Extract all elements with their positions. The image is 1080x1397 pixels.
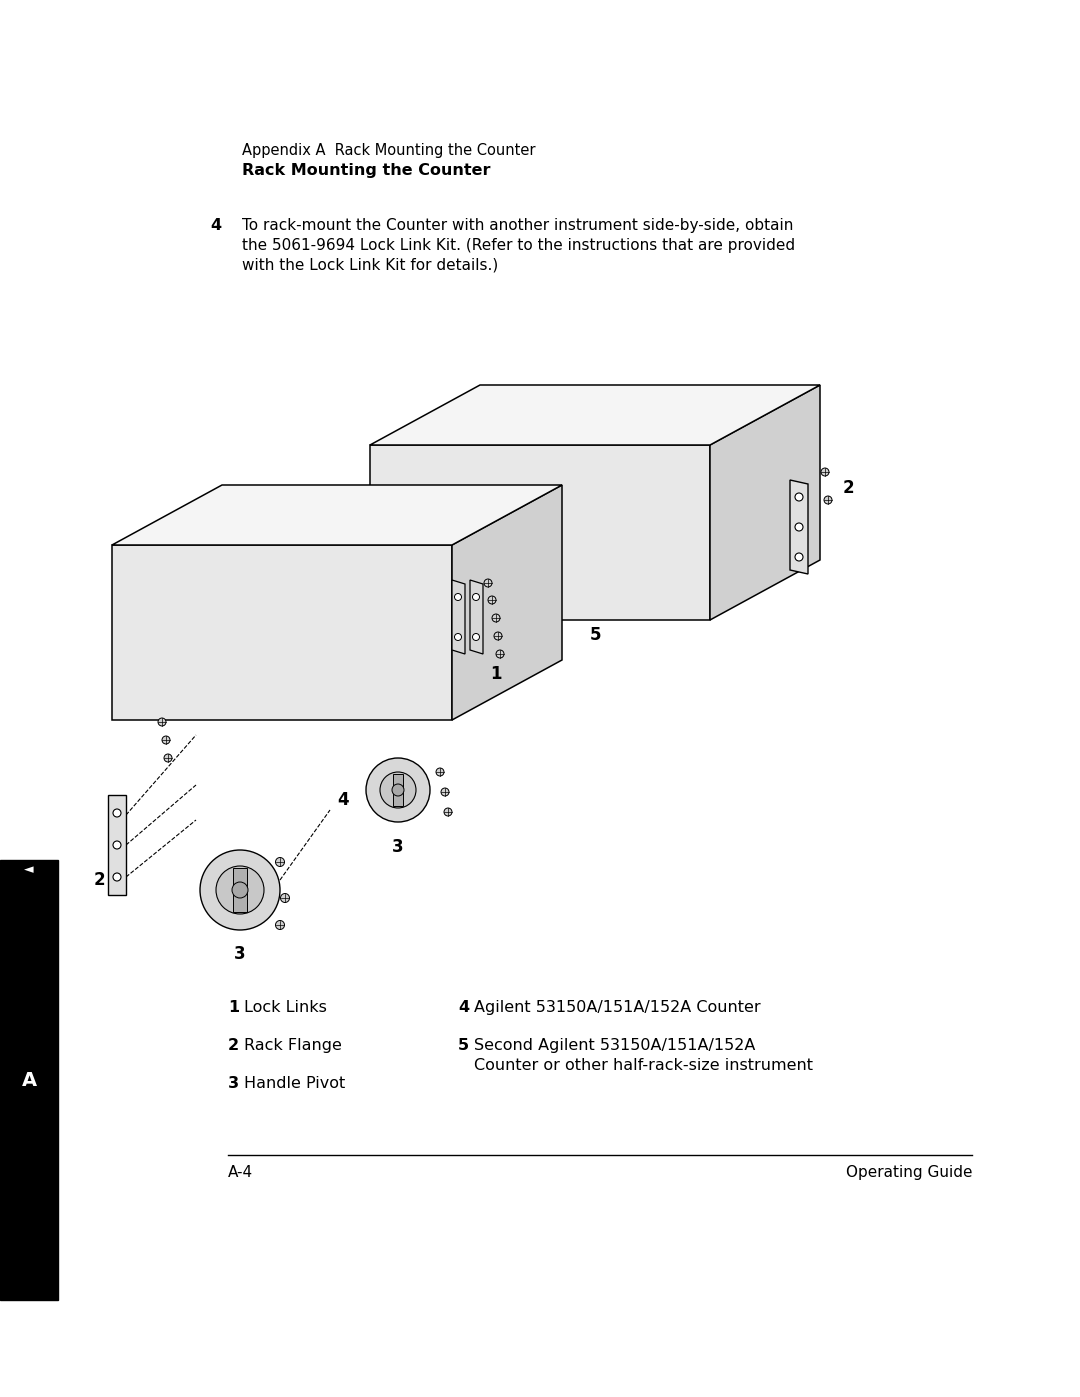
Circle shape	[436, 768, 444, 775]
Text: 2: 2	[228, 1038, 239, 1053]
Circle shape	[113, 809, 121, 817]
Circle shape	[473, 594, 480, 601]
Circle shape	[113, 841, 121, 849]
Circle shape	[795, 493, 804, 502]
Circle shape	[392, 784, 404, 796]
Circle shape	[455, 633, 461, 640]
Text: 1: 1	[228, 1000, 239, 1016]
Text: Counter or other half-rack-size instrument: Counter or other half-rack-size instrume…	[474, 1058, 813, 1073]
Text: Operating Guide: Operating Guide	[846, 1165, 972, 1180]
Polygon shape	[370, 446, 710, 620]
Text: Rack Mounting the Counter: Rack Mounting the Counter	[242, 163, 490, 177]
Circle shape	[473, 633, 480, 640]
Text: To rack-mount the Counter with another instrument side-by-side, obtain: To rack-mount the Counter with another i…	[242, 218, 794, 233]
Text: Rack Flange: Rack Flange	[244, 1038, 342, 1053]
Text: 3: 3	[392, 838, 404, 856]
Text: 3: 3	[234, 944, 246, 963]
Circle shape	[380, 773, 416, 807]
Circle shape	[164, 754, 172, 761]
Polygon shape	[453, 485, 562, 719]
Text: 2: 2	[843, 479, 854, 497]
Polygon shape	[112, 545, 453, 719]
Circle shape	[158, 718, 166, 726]
Text: 5: 5	[590, 626, 602, 644]
Circle shape	[162, 736, 170, 745]
Text: 4: 4	[337, 791, 349, 809]
Circle shape	[496, 650, 504, 658]
Bar	[108, 795, 126, 895]
Circle shape	[113, 873, 121, 882]
Circle shape	[232, 882, 248, 898]
Circle shape	[795, 522, 804, 531]
Text: with the Lock Link Kit for details.): with the Lock Link Kit for details.)	[242, 258, 498, 272]
Bar	[0, 861, 58, 1301]
Circle shape	[216, 866, 264, 914]
Text: 5: 5	[458, 1038, 469, 1053]
Circle shape	[455, 594, 461, 601]
Circle shape	[492, 615, 500, 622]
Text: A-4: A-4	[228, 1165, 253, 1180]
Text: Appendix A  Rack Mounting the Counter: Appendix A Rack Mounting the Counter	[242, 142, 536, 158]
Text: Lock Links: Lock Links	[244, 1000, 327, 1016]
Circle shape	[444, 807, 453, 816]
Text: 4: 4	[458, 1000, 469, 1016]
Circle shape	[275, 921, 284, 929]
Circle shape	[795, 553, 804, 562]
Text: the 5061-9694 Lock Link Kit. (Refer to the instructions that are provided: the 5061-9694 Lock Link Kit. (Refer to t…	[242, 237, 795, 253]
Circle shape	[441, 788, 449, 796]
Circle shape	[824, 496, 832, 504]
Circle shape	[366, 759, 430, 821]
Text: A: A	[22, 1070, 37, 1090]
Polygon shape	[710, 386, 820, 620]
Text: 2: 2	[93, 870, 105, 888]
Bar	[233, 868, 247, 912]
Text: 1: 1	[490, 665, 501, 683]
Circle shape	[200, 849, 280, 930]
Bar	[393, 774, 403, 806]
Circle shape	[494, 631, 502, 640]
Polygon shape	[453, 580, 465, 654]
Text: Second Agilent 53150A/151A/152A: Second Agilent 53150A/151A/152A	[474, 1038, 755, 1053]
Polygon shape	[470, 580, 483, 654]
Polygon shape	[789, 481, 808, 574]
Text: ◄: ◄	[24, 863, 33, 876]
Circle shape	[275, 858, 284, 866]
Text: 3: 3	[228, 1076, 239, 1091]
Circle shape	[484, 578, 492, 587]
Circle shape	[488, 597, 496, 604]
Text: Agilent 53150A/151A/152A Counter: Agilent 53150A/151A/152A Counter	[474, 1000, 760, 1016]
Circle shape	[821, 468, 829, 476]
Text: Handle Pivot: Handle Pivot	[244, 1076, 346, 1091]
Polygon shape	[112, 485, 562, 545]
Text: 4: 4	[210, 218, 221, 233]
Polygon shape	[370, 386, 820, 446]
Circle shape	[281, 894, 289, 902]
